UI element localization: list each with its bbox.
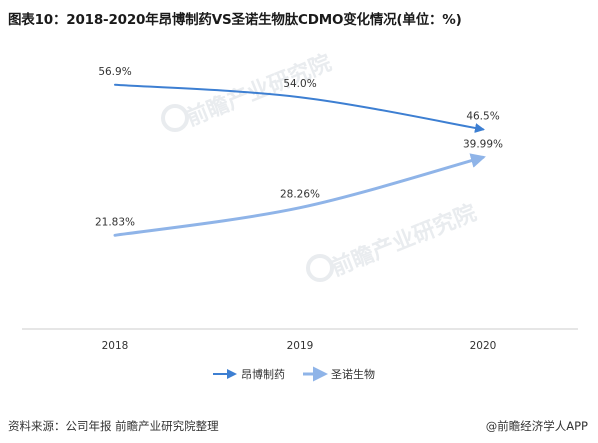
- chart-title: 图表10：2018-2020年昂博制药VS圣诺生物肽CDMO变化情况(单位：%): [8, 12, 462, 28]
- data-label: 28.26%: [280, 189, 320, 201]
- legend-label: 昂博制药: [241, 368, 285, 381]
- watermark-text: 前瞻产业研究院: [328, 200, 481, 282]
- legend-label: 圣诺生物: [331, 367, 375, 381]
- x-tick-label: 2018: [102, 340, 129, 352]
- data-label: 56.9%: [98, 66, 131, 78]
- series-line-1: [113, 153, 486, 237]
- data-label: 54.0%: [283, 78, 316, 90]
- x-tick-label: 2020: [470, 340, 497, 352]
- plot-area: 2018 2019 2020 56.9% 54.0% 46.5% 21.83% 28.26% 3…: [22, 66, 578, 352]
- data-label: 21.83%: [95, 216, 135, 228]
- data-label: 39.99%: [463, 138, 503, 150]
- x-tick-label: 2019: [287, 340, 314, 352]
- source-note: 资料来源：公司年报 前瞻产业研究院整理: [8, 419, 219, 433]
- data-label: 46.5%: [466, 110, 499, 122]
- watermark-logo-icon: [161, 104, 189, 132]
- brand-credit: @前瞻经济学人APP: [485, 419, 588, 433]
- watermark-layer: 前瞻产业研究院 前瞻产业研究院: [161, 50, 481, 282]
- watermark-logo-icon: [306, 254, 334, 282]
- series-line-0: [114, 83, 485, 133]
- watermark-text: 前瞻产业研究院: [183, 50, 336, 132]
- legend: 昂博制药 圣诺生物: [213, 366, 375, 382]
